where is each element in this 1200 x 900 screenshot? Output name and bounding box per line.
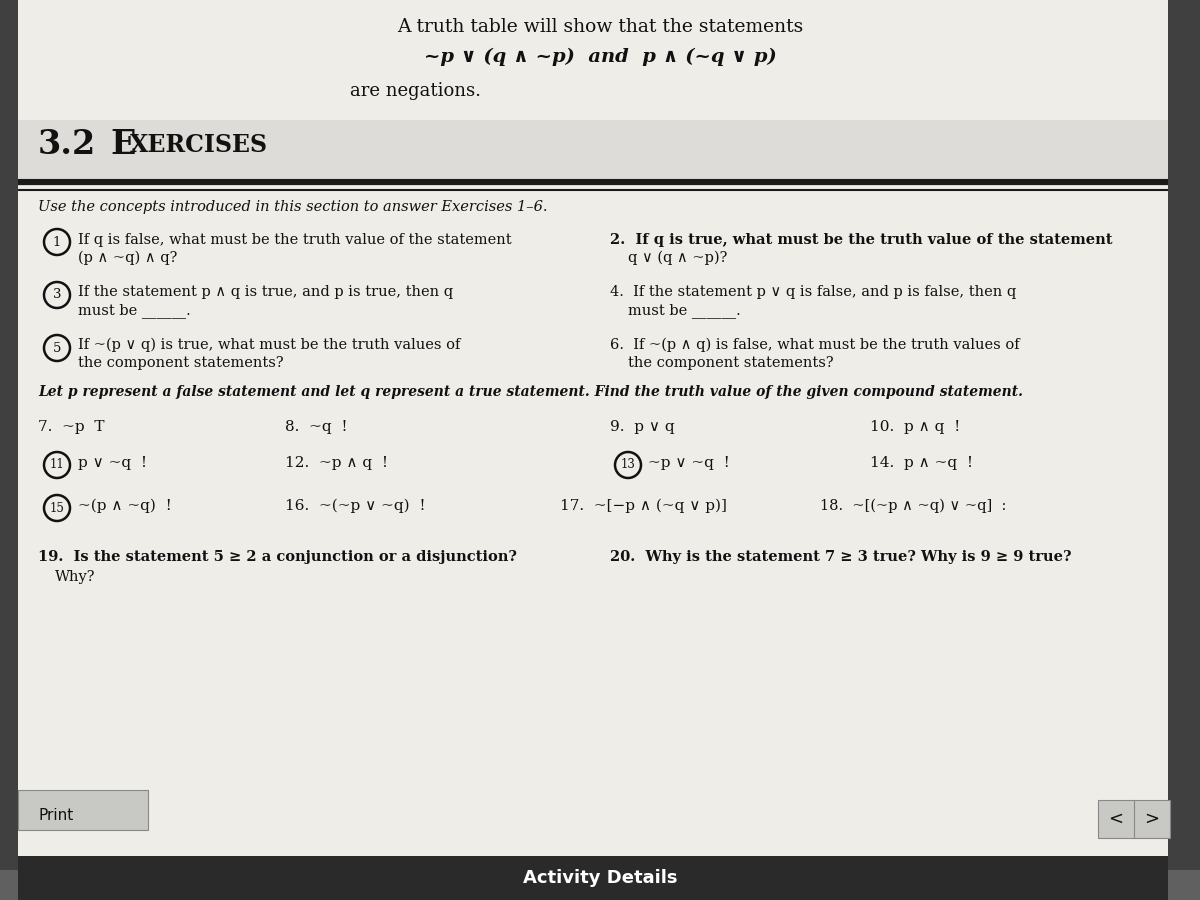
Text: 3.2: 3.2 (38, 128, 96, 161)
Text: XERCISES: XERCISES (130, 133, 268, 157)
Text: Use the concepts introduced in this section to answer Exercises 1–6.: Use the concepts introduced in this sect… (38, 200, 547, 214)
Text: If ~(p ∨ q) is true, what must be the truth values of: If ~(p ∨ q) is true, what must be the tr… (78, 338, 461, 353)
Text: If q is false, what must be the truth value of the statement: If q is false, what must be the truth va… (78, 233, 511, 247)
Text: ~(p ∧ ~q)  !: ~(p ∧ ~q) ! (78, 499, 172, 513)
Bar (18, 856, 1168, 900)
Text: 16.  ~(~p ∨ ~q)  !: 16. ~(~p ∨ ~q) ! (286, 499, 426, 513)
Text: 5: 5 (53, 341, 61, 355)
Text: If the statement p ∧ q is true, and p is true, then q: If the statement p ∧ q is true, and p is… (78, 285, 454, 299)
Text: 12.  ~p ∧ q  !: 12. ~p ∧ q ! (286, 456, 388, 470)
Bar (1168, 0, 1200, 870)
Text: 2.  If q is true, what must be the truth value of the statement: 2. If q is true, what must be the truth … (610, 233, 1112, 247)
Text: Why?: Why? (55, 570, 96, 584)
Text: must be ______.: must be ______. (628, 303, 740, 318)
Text: 4.  If the statement p ∨ q is false, and p is false, then q: 4. If the statement p ∨ q is false, and … (610, 285, 1016, 299)
Text: 19.  Is the statement 5 ≥ 2 a conjunction or a disjunction?: 19. Is the statement 5 ≥ 2 a conjunction… (38, 550, 517, 564)
Text: 7.  ~p  T: 7. ~p T (38, 420, 104, 434)
Text: ~p ∨ ~q  !: ~p ∨ ~q ! (648, 456, 730, 470)
Text: Activity Details: Activity Details (523, 869, 677, 887)
Text: 11: 11 (49, 458, 65, 472)
Bar (18, 790, 148, 830)
Text: 9.  p ∨ q: 9. p ∨ q (610, 420, 674, 434)
Text: ~p ∨ (q ∧ ~p)  and  p ∧ (~q ∨ p): ~p ∨ (q ∧ ~p) and p ∧ (~q ∨ p) (424, 48, 776, 67)
Text: p ∨ ~q  !: p ∨ ~q ! (78, 456, 148, 470)
Text: the component statements?: the component statements? (78, 356, 283, 370)
Text: q ∨ (q ∧ ~p)?: q ∨ (q ∧ ~p)? (628, 251, 727, 266)
Text: Print: Print (38, 807, 73, 823)
Text: are negations.: are negations. (350, 82, 481, 100)
Text: >: > (1145, 810, 1159, 828)
Text: <: < (1109, 810, 1123, 828)
Text: Let p represent a false statement and let q represent a true statement. Find the: Let p represent a false statement and le… (38, 385, 1022, 399)
Text: 10.  p ∧ q  !: 10. p ∧ q ! (870, 420, 960, 434)
Text: 6.  If ~(p ∧ q) is false, what must be the truth values of: 6. If ~(p ∧ q) is false, what must be th… (610, 338, 1020, 353)
Text: (p ∧ ~q) ∧ q?: (p ∧ ~q) ∧ q? (78, 251, 178, 266)
Text: 8.  ~q  !: 8. ~q ! (286, 420, 348, 434)
Bar (0, 0, 18, 870)
Text: 15: 15 (49, 501, 65, 515)
Text: must be ______.: must be ______. (78, 303, 191, 318)
Text: 1: 1 (53, 236, 61, 248)
Bar (1098, 800, 1170, 838)
Text: 18.  ~[(~p ∧ ~q) ∨ ~q]  :: 18. ~[(~p ∧ ~q) ∨ ~q] : (820, 499, 1007, 513)
Text: 14.  p ∧ ~q  !: 14. p ∧ ~q ! (870, 456, 973, 470)
Text: 17.  ~[−p ∧ (~q ∨ p)]: 17. ~[−p ∧ (~q ∨ p)] (560, 499, 727, 513)
Text: 20.  Why is the statement 7 ≥ 3 true? Why is 9 ≥ 9 true?: 20. Why is the statement 7 ≥ 3 true? Why… (610, 550, 1072, 564)
Text: A truth table will show that the statements: A truth table will show that the stateme… (397, 18, 803, 36)
Text: 13: 13 (620, 458, 636, 472)
Text: the component statements?: the component statements? (628, 356, 834, 370)
Text: E: E (110, 128, 136, 161)
Text: 3: 3 (53, 289, 61, 302)
Bar (18, 120, 1168, 178)
